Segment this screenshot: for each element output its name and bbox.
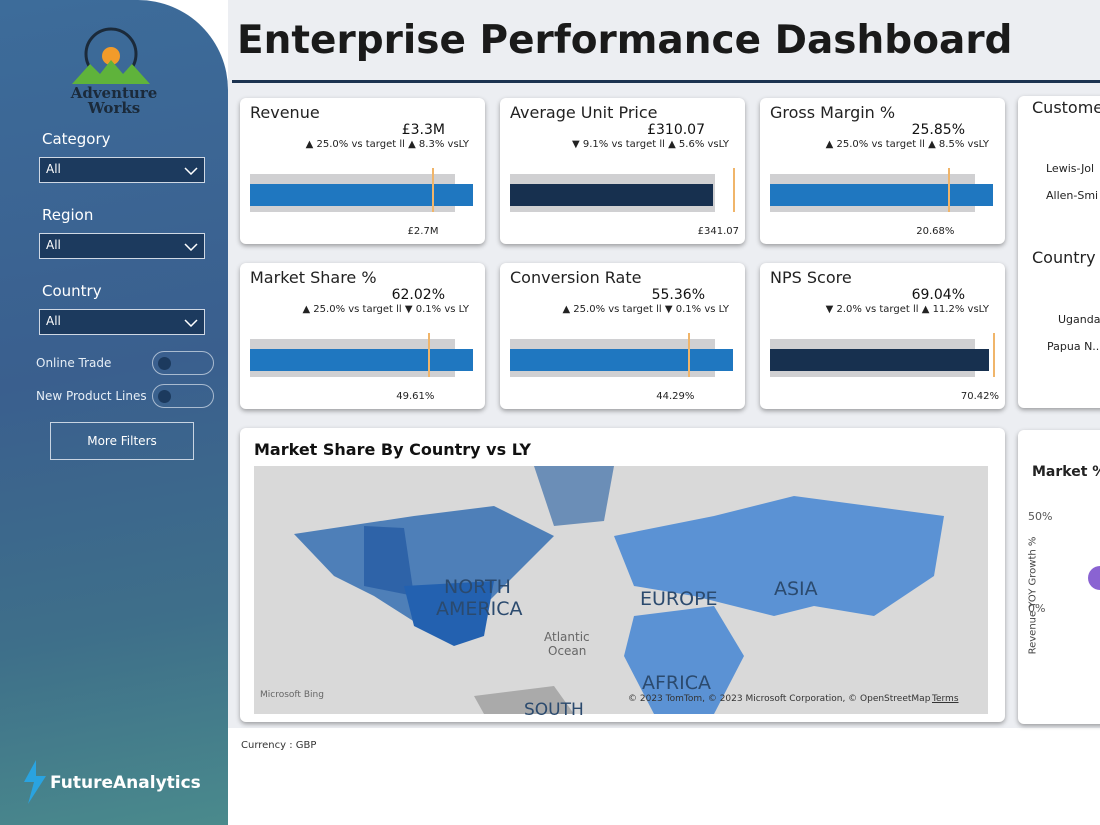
country-name: Papua N... bbox=[1047, 340, 1100, 353]
map-label: AMERICA bbox=[436, 598, 523, 620]
toggle-switch[interactable] bbox=[152, 384, 214, 408]
dropdown-chevron bbox=[184, 319, 198, 327]
kpi-title: Gross Margin % bbox=[770, 103, 896, 122]
right-top-card: Custome Lewis-Jol Allen-Smi Country Ugan… bbox=[1018, 96, 1100, 408]
target-line bbox=[733, 168, 735, 212]
kpi-comparison: ▼ 9.1% vs target ll ▲ 5.6% vsLY bbox=[571, 139, 729, 150]
target-line bbox=[993, 333, 995, 377]
kpi-card: Average Unit Price £310.07 ▼ 9.1% vs targe… bbox=[500, 98, 745, 244]
filter-dropdown[interactable]: All bbox=[39, 233, 205, 259]
target-label: £2.7M bbox=[407, 226, 439, 237]
right-bottom-card: Market %, 50% 0% Revenue YOY Growth % bbox=[1018, 430, 1100, 724]
map-label: Atlantic bbox=[544, 630, 590, 644]
bullet-bar bbox=[250, 349, 473, 371]
map-title: Market Share By Country vs LY bbox=[254, 440, 531, 459]
map-label: SOUTH bbox=[524, 700, 584, 720]
y-tick-label: 0% bbox=[1028, 602, 1046, 615]
kpi-value: 55.36% bbox=[651, 287, 705, 303]
bullet-bar bbox=[510, 184, 713, 206]
bullet-bar bbox=[510, 349, 733, 371]
target-label: 49.61% bbox=[396, 391, 435, 402]
customer-name: Lewis-Jol bbox=[1046, 162, 1095, 175]
kpi-value: 25.85% bbox=[911, 122, 965, 138]
bullet-bar bbox=[770, 184, 993, 206]
target-label: 44.29% bbox=[656, 391, 695, 402]
map-label: Ocean bbox=[548, 644, 587, 658]
kpi-title: Conversion Rate bbox=[510, 268, 642, 287]
filter-label: Category bbox=[42, 130, 111, 148]
scatter-point bbox=[1088, 566, 1100, 590]
kpi-value: £310.07 bbox=[647, 122, 705, 138]
filter-label: Country bbox=[42, 282, 102, 300]
map-label: EUROPE bbox=[640, 588, 718, 610]
map-provider: Microsoft Bing bbox=[260, 690, 324, 700]
currency-note: Currency : GBP bbox=[241, 740, 317, 751]
kpi-title: Revenue bbox=[250, 103, 320, 122]
map-label: AFRICA bbox=[642, 672, 711, 694]
customer-name: Allen-Smi bbox=[1046, 189, 1099, 202]
target-label: £341.07 bbox=[697, 226, 739, 237]
kpi-card: NPS Score 69.04% ▼ 2.0% vs target ll ▲ 11.… bbox=[760, 263, 1005, 409]
dashboard-title: Enterprise Performance Dashboard bbox=[237, 18, 1013, 63]
more-filters-button[interactable]: More Filters bbox=[50, 422, 194, 460]
kpi-card: Revenue £3.3M ▲ 25.0% vs target ll ▲ 8.3% … bbox=[240, 98, 485, 244]
kpi-value: £3.3M bbox=[401, 122, 445, 138]
title-rule bbox=[232, 80, 1100, 83]
kpi-comparison: ▲ 25.0% vs target ll ▼ 0.1% vs LY bbox=[562, 304, 729, 315]
target-label: 70.42% bbox=[960, 391, 999, 402]
filter-label: Region bbox=[42, 206, 94, 224]
target-line bbox=[688, 333, 691, 377]
target-line bbox=[432, 168, 435, 212]
toggle-label: New Product Lines bbox=[36, 389, 147, 403]
logo-text: Adventure Works bbox=[0, 86, 228, 116]
kpi-card: Market Share % 62.02% ▲ 25.0% vs target ll… bbox=[240, 263, 485, 409]
bullet-bar bbox=[250, 184, 473, 206]
kpi-title: Average Unit Price bbox=[510, 103, 658, 122]
logo-line: Adventure bbox=[70, 84, 158, 102]
scatter-title: Market %, bbox=[1032, 464, 1100, 480]
kpi-title: Market Share % bbox=[250, 268, 377, 287]
kpi-comparison: ▼ 2.0% vs target ll ▲ 11.2% vsLY bbox=[825, 304, 989, 315]
kpi-comparison: ▲ 25.0% vs target ll ▲ 8.3% vsLY bbox=[305, 139, 469, 150]
y-axis-label: Revenue YOY Growth % bbox=[1027, 536, 1039, 655]
map bbox=[254, 466, 988, 714]
map-label: NORTH bbox=[444, 576, 511, 598]
brand-icon bbox=[24, 760, 46, 804]
y-tick-label: 50% bbox=[1028, 510, 1053, 523]
map-terms[interactable]: Terms bbox=[932, 694, 959, 704]
map-attribution: © 2023 TomTom, © 2023 Microsoft Corporat… bbox=[628, 694, 931, 704]
dropdown-chevron bbox=[184, 167, 198, 175]
toggle-switch[interactable] bbox=[152, 351, 214, 375]
sidebar: Adventure Works More Filters FutureAnaly… bbox=[0, 0, 228, 825]
kpi-title: NPS Score bbox=[770, 268, 852, 287]
filter-dropdown[interactable]: All bbox=[39, 309, 205, 335]
kpi-card: Conversion Rate 55.36% ▲ 25.0% vs target l… bbox=[500, 263, 745, 409]
target-line bbox=[948, 168, 951, 212]
filter-dropdown[interactable]: All bbox=[39, 157, 205, 183]
country-name: Uganda bbox=[1058, 313, 1100, 326]
bullet-bar bbox=[770, 349, 989, 371]
target-line bbox=[428, 333, 431, 377]
kpi-value: 62.02% bbox=[391, 287, 445, 303]
map-card: Market Share By Country vs LY NORTH AMERI… bbox=[240, 428, 1005, 722]
kpi-card: Gross Margin % 25.85% ▲ 25.0% vs target ll… bbox=[760, 98, 1005, 244]
kpi-comparison: ▲ 25.0% vs target ll ▲ 8.5% vsLY bbox=[825, 139, 989, 150]
header-bg bbox=[228, 0, 1100, 86]
country-title: Country bbox=[1032, 248, 1096, 267]
toggle-label: Online Trade bbox=[36, 356, 112, 370]
customer-title: Custome bbox=[1032, 98, 1100, 117]
kpi-value: 69.04% bbox=[911, 287, 965, 303]
logo-line: Works bbox=[87, 99, 141, 117]
map-label: ASIA bbox=[774, 578, 818, 600]
brand-name: FutureAnalytics bbox=[50, 773, 201, 793]
target-label: 20.68% bbox=[916, 226, 955, 237]
logo-icon bbox=[72, 27, 150, 84]
dropdown-chevron bbox=[184, 243, 198, 251]
kpi-comparison: ▲ 25.0% vs target ll ▼ 0.1% vs LY bbox=[302, 304, 469, 315]
